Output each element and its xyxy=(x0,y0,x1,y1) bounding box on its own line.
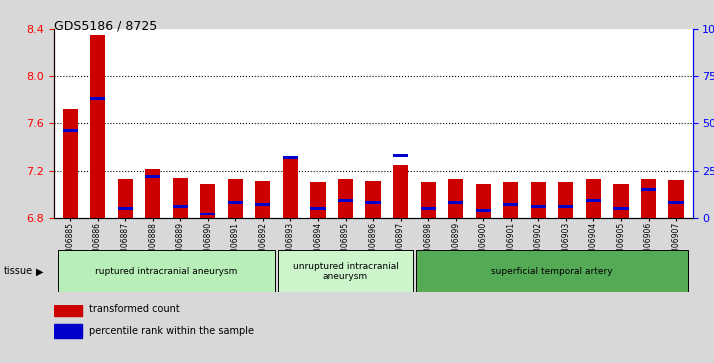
Bar xyxy=(256,203,271,206)
Text: ruptured intracranial aneurysm: ruptured intracranial aneurysm xyxy=(95,267,238,276)
Bar xyxy=(558,182,573,218)
Bar xyxy=(278,250,413,292)
Bar xyxy=(200,184,216,218)
Bar xyxy=(503,182,518,218)
Bar xyxy=(416,250,688,292)
Bar xyxy=(558,205,573,208)
Bar xyxy=(311,182,326,218)
Bar xyxy=(366,181,381,218)
Bar xyxy=(228,179,243,218)
Text: transformed count: transformed count xyxy=(89,304,180,314)
Bar xyxy=(668,201,683,204)
Bar xyxy=(145,175,160,178)
Text: superficial temporal artery: superficial temporal artery xyxy=(491,267,613,276)
Bar xyxy=(63,109,78,218)
Bar xyxy=(393,154,408,157)
Bar xyxy=(173,205,188,208)
Bar xyxy=(118,207,133,210)
Bar xyxy=(613,184,628,218)
Text: unruptured intracranial
aneurysm: unruptured intracranial aneurysm xyxy=(293,262,398,281)
Bar xyxy=(641,179,656,218)
Bar xyxy=(503,203,518,206)
Text: GDS5186 / 8725: GDS5186 / 8725 xyxy=(54,20,157,33)
Bar xyxy=(311,207,326,210)
Bar xyxy=(448,179,463,218)
Bar xyxy=(421,182,436,218)
Bar xyxy=(256,181,271,218)
Bar xyxy=(54,302,82,316)
Text: percentile rank within the sample: percentile rank within the sample xyxy=(89,326,254,336)
Bar xyxy=(448,201,463,204)
Bar xyxy=(54,324,82,338)
Bar xyxy=(283,159,298,218)
Text: tissue: tissue xyxy=(4,266,33,276)
Bar xyxy=(118,179,133,218)
Bar xyxy=(393,165,408,218)
Bar xyxy=(531,182,546,218)
Bar xyxy=(338,179,353,218)
Bar xyxy=(90,97,105,100)
Bar xyxy=(668,180,683,218)
Bar xyxy=(613,207,628,210)
Bar xyxy=(338,199,353,202)
Bar xyxy=(283,156,298,159)
Bar xyxy=(421,207,436,210)
Text: ▶: ▶ xyxy=(36,266,44,276)
Bar xyxy=(586,179,601,218)
Bar xyxy=(476,184,491,218)
Bar xyxy=(58,250,276,292)
Bar xyxy=(228,201,243,204)
Bar xyxy=(641,188,656,191)
Bar xyxy=(145,170,160,218)
Bar xyxy=(366,201,381,204)
Bar xyxy=(586,199,601,202)
Bar xyxy=(476,209,491,212)
Bar xyxy=(173,178,188,218)
Bar xyxy=(200,213,216,216)
Bar xyxy=(531,205,546,208)
Bar xyxy=(90,35,105,218)
Bar xyxy=(63,130,78,132)
